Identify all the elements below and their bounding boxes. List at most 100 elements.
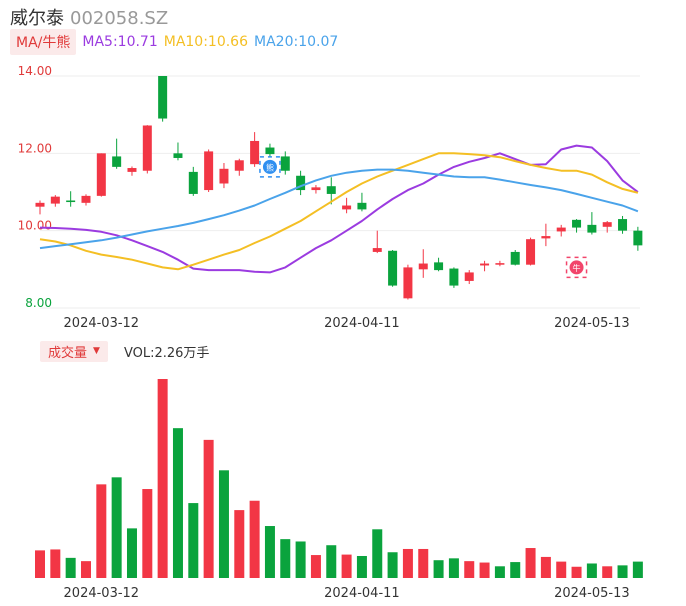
candle-body <box>510 251 520 265</box>
volume-bar <box>188 503 199 578</box>
candle-body <box>81 195 91 203</box>
candle <box>449 267 459 288</box>
candle <box>112 138 122 169</box>
volume-bar <box>556 561 567 578</box>
volume-bar <box>632 561 643 578</box>
candle <box>434 257 444 272</box>
bull-bear-markers: 熊牛 <box>259 156 588 279</box>
candle-body <box>250 140 260 165</box>
volume-bar <box>479 562 490 578</box>
marker-label: 牛 <box>573 263 581 273</box>
candle <box>188 166 198 196</box>
candle <box>142 125 152 174</box>
candle-body <box>158 76 168 119</box>
ma10-legend: MA10:10.66 <box>163 34 249 50</box>
volume-bar <box>111 477 122 578</box>
volume-indicator-button[interactable]: 成交量 ▼ <box>40 340 108 362</box>
ma-legend: MA/牛熊 MA5:10.71 MA10:10.66 MA20:10.07 <box>10 29 338 55</box>
candle-body <box>50 196 60 204</box>
candle <box>50 195 60 207</box>
candle-body <box>602 222 612 227</box>
price-grid <box>40 75 640 309</box>
candle-body <box>112 156 122 167</box>
candle <box>572 219 582 233</box>
candle-body <box>296 175 306 191</box>
candle <box>418 249 428 278</box>
candle-body <box>280 156 290 171</box>
candle <box>633 226 643 251</box>
volume-bar <box>464 561 475 578</box>
candle <box>403 264 413 300</box>
y-tick-label: 12.00 <box>18 141 52 155</box>
volume-bar <box>234 510 245 578</box>
volume-bar <box>402 548 413 578</box>
candle <box>556 224 566 237</box>
volume-bar <box>494 566 505 578</box>
volume-bar <box>80 561 91 578</box>
candle-body <box>418 263 428 270</box>
candle-body <box>173 153 183 158</box>
marker-frame <box>565 256 588 279</box>
candle <box>372 230 382 254</box>
volume-bar <box>510 562 521 578</box>
ma20-legend: MA20:10.07 <box>254 34 339 50</box>
candle <box>342 197 352 214</box>
volume-bar <box>372 529 383 578</box>
candle <box>66 191 76 207</box>
volume-bar <box>96 484 107 578</box>
volume-bar <box>448 558 459 578</box>
candle <box>173 142 183 161</box>
candle-body <box>66 200 76 203</box>
candle <box>587 212 597 235</box>
candle-body <box>495 263 505 265</box>
candle <box>35 200 45 215</box>
bull-marker-icon: 牛 <box>565 256 588 279</box>
x-tick-label: 2024-04-11 <box>324 586 400 601</box>
stock-code: 002058.SZ <box>70 8 169 29</box>
stock-header: 威尔泰 002058.SZ <box>10 4 169 29</box>
x-tick-label: 2024-04-11 <box>324 316 400 331</box>
candle-body <box>587 224 597 233</box>
x-tick-label: 2024-03-12 <box>64 316 140 331</box>
candle <box>357 192 367 212</box>
volume-bar <box>341 554 352 578</box>
candle <box>526 237 536 266</box>
ma10-line <box>39 152 639 271</box>
candle <box>234 158 244 176</box>
candle-body <box>265 147 275 155</box>
volume-bar <box>203 439 214 578</box>
marker-label: 熊 <box>266 162 274 172</box>
candle <box>495 260 505 267</box>
y-tick-label: 14.00 <box>18 64 52 78</box>
volume-bars <box>35 379 643 578</box>
volume-bar <box>387 552 398 578</box>
candle-body <box>219 168 229 184</box>
candle <box>81 194 91 206</box>
candle <box>158 76 168 122</box>
volume-bar <box>172 428 183 578</box>
volume-bar <box>142 489 153 578</box>
candle <box>326 177 336 205</box>
candle <box>388 250 398 287</box>
candle-body <box>633 230 643 246</box>
candle-body <box>357 202 367 210</box>
volume-bar <box>586 563 597 578</box>
ma-indicator-button[interactable]: MA/牛熊 <box>10 29 77 55</box>
volume-bar <box>218 470 229 578</box>
candle-body <box>556 227 566 232</box>
y-tick-label: 10.00 <box>18 219 52 233</box>
volume-date-axis: 2024-03-12 2024-04-11 2024-05-13 <box>64 586 630 601</box>
volume-bar <box>571 566 582 578</box>
candle-body <box>96 153 106 196</box>
candle-body <box>311 187 321 191</box>
candle-body <box>35 202 45 207</box>
volume-bar <box>602 566 613 578</box>
candle <box>311 185 321 194</box>
volume-bar <box>295 541 306 578</box>
candle <box>127 166 137 176</box>
volume-bar <box>65 557 76 578</box>
volume-bar <box>249 500 260 578</box>
bear-marker-icon: 熊 <box>259 156 281 178</box>
candle <box>510 250 520 266</box>
